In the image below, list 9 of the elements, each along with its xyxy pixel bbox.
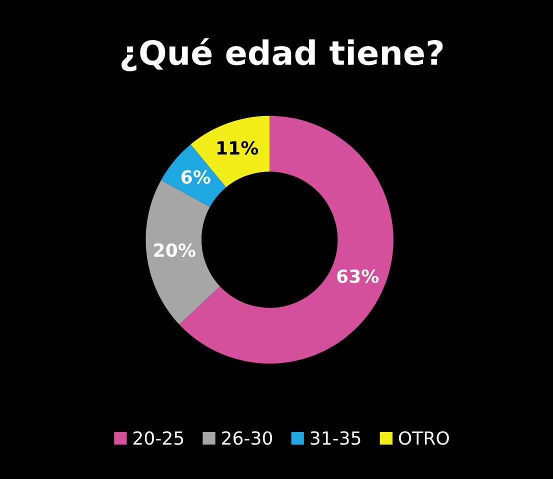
legend-label: 20-25: [134, 431, 184, 445]
chart-title: ¿Qué edad tiene?: [121, 38, 443, 72]
legend-label: 26-30: [222, 431, 272, 445]
legend-label: OTRO: [398, 431, 449, 445]
data-label: 6%: [181, 170, 210, 184]
data-label: 20%: [154, 243, 196, 258]
data-label: 63%: [337, 269, 379, 284]
legend-label: 31-35: [310, 431, 360, 445]
data-label: 11%: [218, 141, 258, 155]
